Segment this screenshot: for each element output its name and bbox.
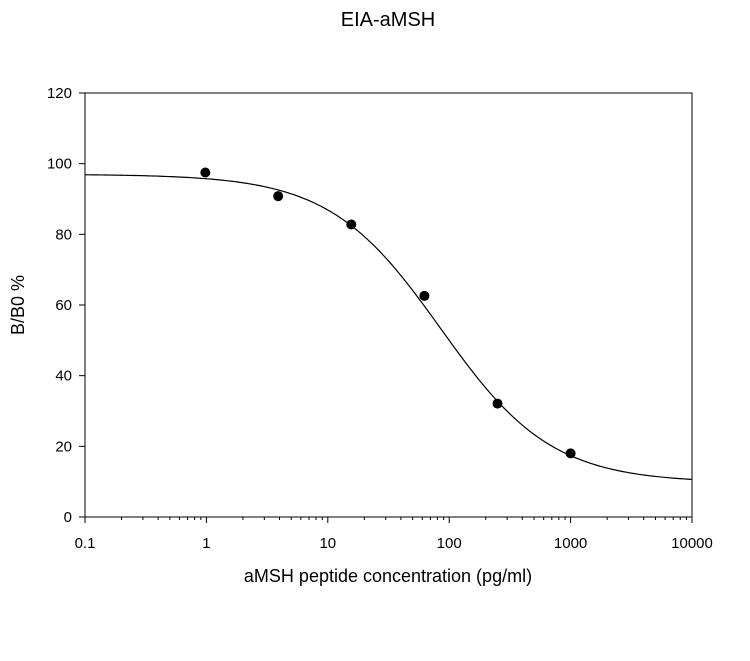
y-tick-label: 0 bbox=[64, 509, 72, 526]
data-point bbox=[200, 167, 211, 178]
x-tick-label: 100 bbox=[437, 535, 462, 552]
x-axis: 0.1 1 10 100 1000 10000 bbox=[75, 517, 713, 552]
x-tick-label: 1 bbox=[202, 535, 210, 552]
data-point bbox=[492, 398, 503, 409]
y-axis-label: B/B0 % bbox=[8, 275, 28, 335]
y-tick-label: 60 bbox=[55, 297, 72, 314]
fit-curve bbox=[84, 174, 693, 481]
y-tick-label: 80 bbox=[55, 226, 72, 243]
y-axis: 0 20 40 60 80 100 120 bbox=[47, 85, 85, 526]
y-tick-label: 120 bbox=[47, 85, 72, 102]
chart-title: EIA-aMSH bbox=[341, 9, 435, 31]
y-tick-label: 100 bbox=[47, 156, 72, 173]
x-tick-label: 0.1 bbox=[75, 535, 96, 552]
data-point bbox=[419, 290, 430, 301]
data-point bbox=[273, 191, 284, 202]
data-point bbox=[565, 448, 576, 459]
data-point bbox=[346, 219, 357, 230]
x-tick-label: 10000 bbox=[671, 535, 713, 552]
x-tick-label: 1000 bbox=[554, 535, 587, 552]
data-points bbox=[200, 167, 576, 459]
x-tick-label: 10 bbox=[319, 535, 336, 552]
y-tick-label: 20 bbox=[55, 438, 72, 455]
x-axis-label: aMSH peptide concentration (pg/ml) bbox=[244, 566, 532, 586]
y-tick-label: 40 bbox=[55, 368, 72, 385]
plot-frame bbox=[84, 92, 693, 518]
